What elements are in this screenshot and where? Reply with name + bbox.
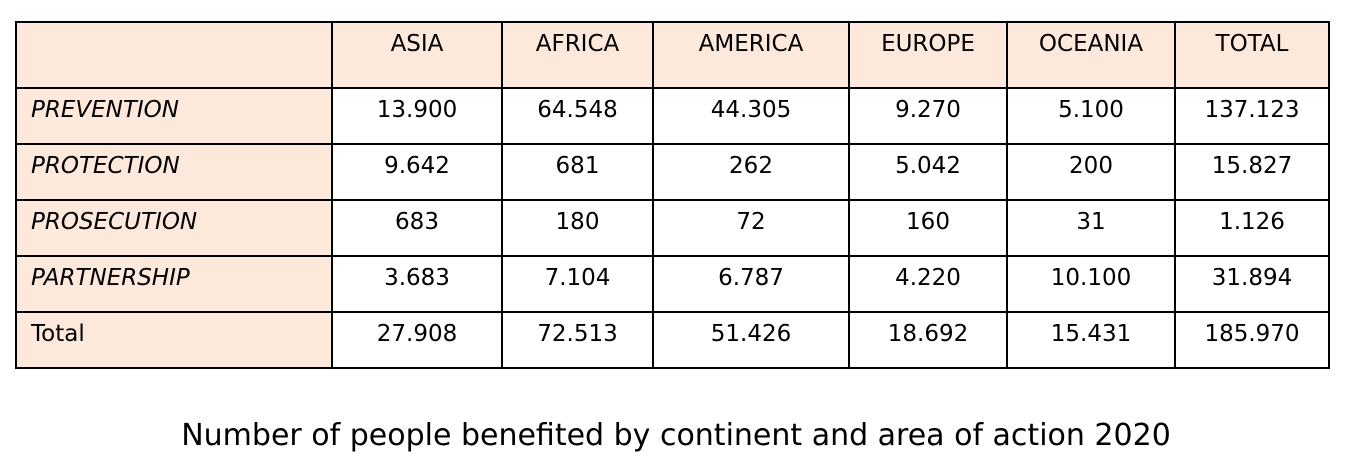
table-cell: 200 xyxy=(1006,143,1176,201)
table-cell: 15.827 xyxy=(1174,143,1330,201)
table-cell: 44.305 xyxy=(652,87,850,145)
table-cell: 1.126 xyxy=(1174,199,1330,257)
column-header-africa: AFRICA xyxy=(501,21,654,89)
table-cell: 9.642 xyxy=(331,143,503,201)
table-cell: 27.908 xyxy=(331,311,503,369)
table-cell: 137.123 xyxy=(1174,87,1330,145)
row-header-prevention: PREVENTION xyxy=(15,87,333,145)
table-cell: 64.548 xyxy=(501,87,654,145)
column-header-asia: ASIA xyxy=(331,21,503,89)
table-cell: 681 xyxy=(501,143,654,201)
row-header-protection: PROTECTION xyxy=(15,143,333,201)
table-cell: 683 xyxy=(331,199,503,257)
table-row-total: Total 27.908 72.513 51.426 18.692 15.431… xyxy=(15,311,1330,369)
beneficiaries-table: ASIA AFRICA AMERICA EUROPE OCEANIA TOTAL… xyxy=(15,21,1330,369)
table-cell: 3.683 xyxy=(331,255,503,313)
table-cell: 51.426 xyxy=(652,311,850,369)
table-cell: 31 xyxy=(1006,199,1176,257)
table-cell: 10.100 xyxy=(1006,255,1176,313)
table-cell: 5.042 xyxy=(848,143,1008,201)
table-cell: 7.104 xyxy=(501,255,654,313)
column-header-america: AMERICA xyxy=(652,21,850,89)
table-cell: 6.787 xyxy=(652,255,850,313)
table-caption: Number of people benefited by continent … xyxy=(181,418,1171,453)
row-header-total: Total xyxy=(15,311,333,369)
table-cell: 72.513 xyxy=(501,311,654,369)
table-row-prosecution: PROSECUTION 683 180 72 160 31 1.126 xyxy=(15,199,1330,257)
row-header-partnership: PARTNERSHIP xyxy=(15,255,333,313)
table-cell: 262 xyxy=(652,143,850,201)
table-cell: 5.100 xyxy=(1006,87,1176,145)
row-header-prosecution: PROSECUTION xyxy=(15,199,333,257)
table-cell: 180 xyxy=(501,199,654,257)
table-cell: 31.894 xyxy=(1174,255,1330,313)
table-cell: 160 xyxy=(848,199,1008,257)
table-header-row: ASIA AFRICA AMERICA EUROPE OCEANIA TOTAL xyxy=(15,21,1330,89)
table-cell: 185.970 xyxy=(1174,311,1330,369)
column-header-total: TOTAL xyxy=(1174,21,1330,89)
table-cell: 18.692 xyxy=(848,311,1008,369)
table-cell: 9.270 xyxy=(848,87,1008,145)
table-cell: 13.900 xyxy=(331,87,503,145)
column-header-oceania: OCEANIA xyxy=(1006,21,1176,89)
table-cell: 4.220 xyxy=(848,255,1008,313)
table-cell: 15.431 xyxy=(1006,311,1176,369)
table-corner-cell xyxy=(15,21,333,89)
table-cell: 72 xyxy=(652,199,850,257)
table-row-partnership: PARTNERSHIP 3.683 7.104 6.787 4.220 10.1… xyxy=(15,255,1330,313)
table-row-protection: PROTECTION 9.642 681 262 5.042 200 15.82… xyxy=(15,143,1330,201)
column-header-europe: EUROPE xyxy=(848,21,1008,89)
table-row-prevention: PREVENTION 13.900 64.548 44.305 9.270 5.… xyxy=(15,87,1330,145)
